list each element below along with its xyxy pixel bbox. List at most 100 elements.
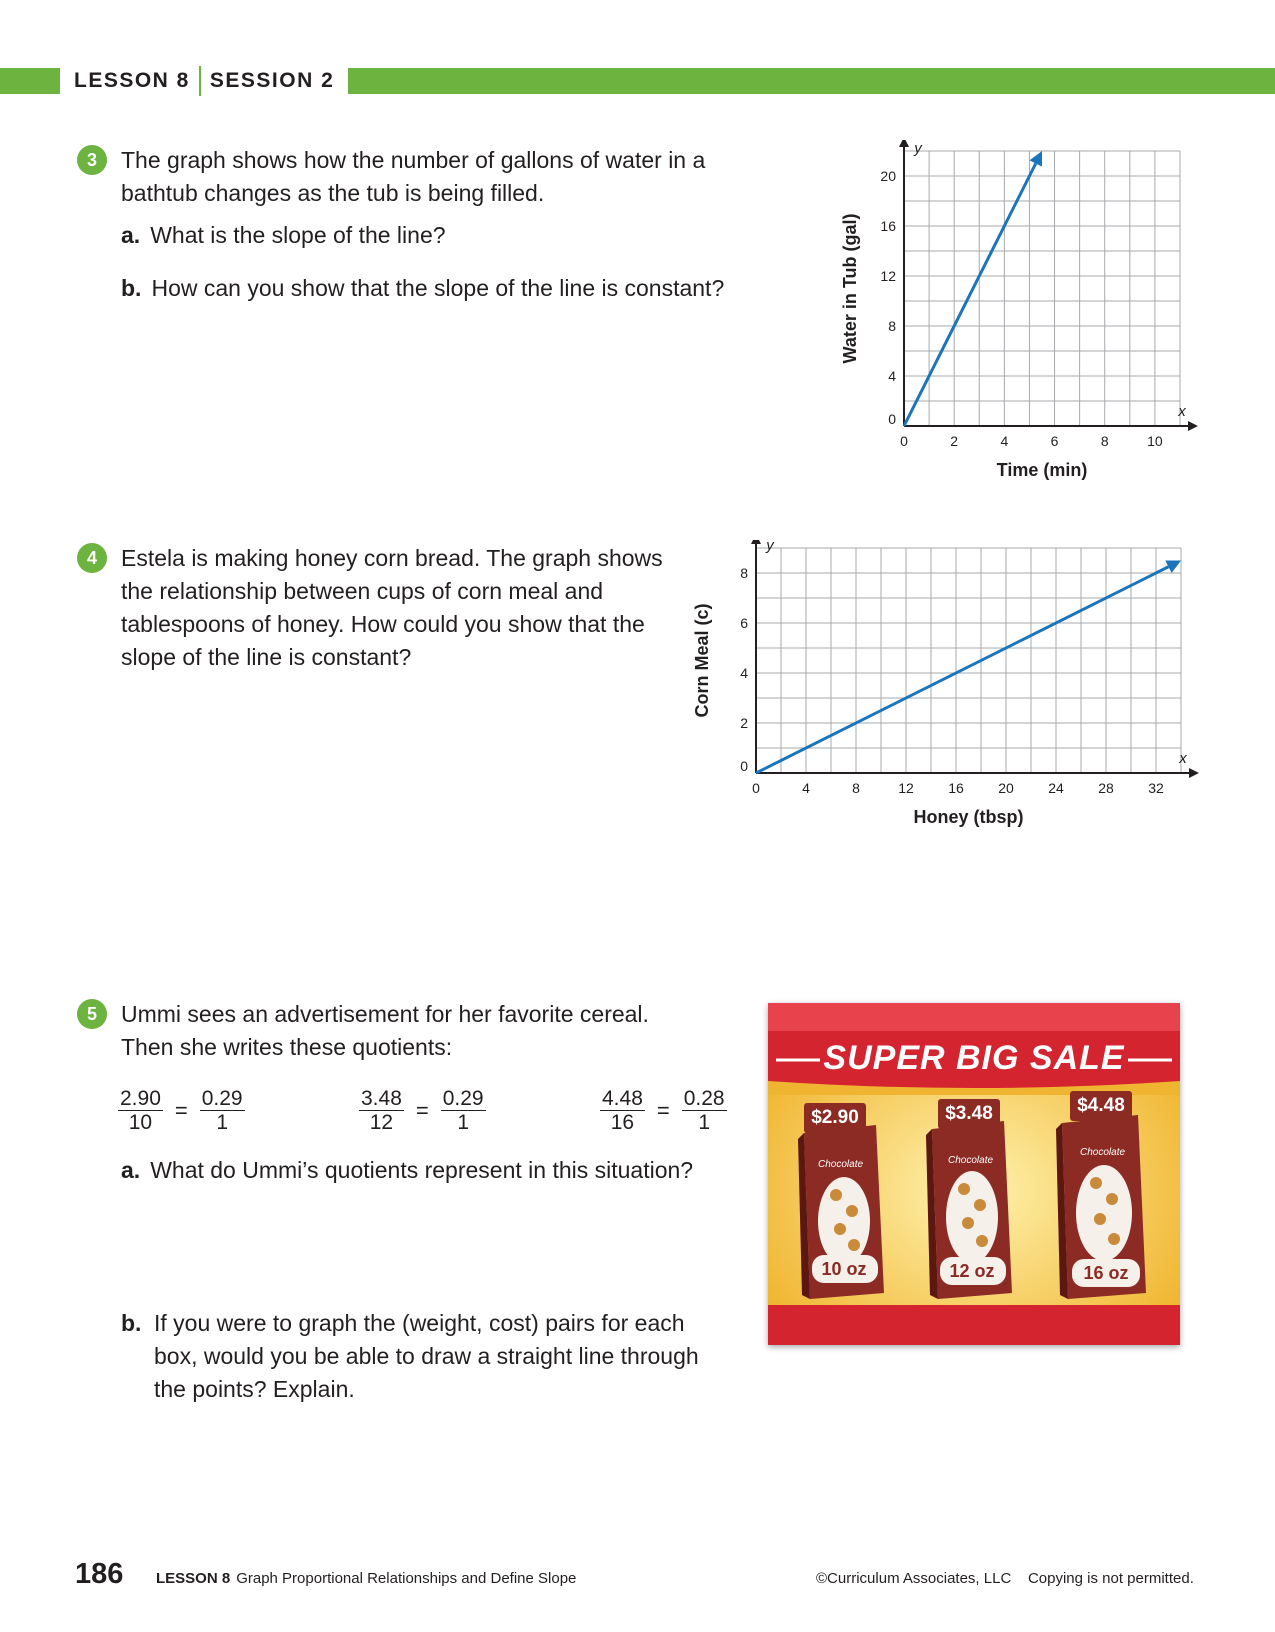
y-tick-label: 0 [888, 411, 896, 427]
equals-sign: = [174, 1097, 188, 1123]
quotient-1-denominator-2: 1 [216, 1111, 229, 1134]
cereal-box-icon [1056, 1115, 1146, 1299]
footer-lesson: LESSON 8 Graph Proportional Relationships… [156, 1570, 576, 1587]
y-tick-label: 6 [740, 615, 748, 631]
question-4-text: Estela is making honey corn bread. The g… [121, 545, 663, 670]
question-5a: a. What do Ummi’s quotients represent in … [121, 1154, 741, 1187]
data-line [755, 565, 1170, 775]
quotient-2-numerator-1: 3.48 [359, 1087, 404, 1111]
quotient-3-denominator-2: 1 [698, 1111, 711, 1134]
session-label: SESSION 2 [209, 69, 335, 92]
x-tick-label: 16 [948, 780, 964, 796]
quotient-1-numerator-2: 0.29 [199, 1087, 245, 1111]
y-axis-letter: y [913, 140, 923, 157]
x-axis-letter: x [1178, 750, 1187, 767]
flavor-label-1: Chocolate [818, 1159, 864, 1170]
flavor-label-3: Chocolate [1080, 1147, 1126, 1158]
quotient-2-denominator-2: 1 [457, 1111, 470, 1134]
quotient-3-denominator-1: 16 [610, 1111, 635, 1134]
x-tick-label: 4 [1000, 433, 1008, 449]
x-tick-label: 2 [950, 433, 958, 449]
y-tick-label: 4 [888, 368, 896, 384]
data-line-arrow [1165, 560, 1181, 574]
y-axis-letter: y [765, 540, 775, 554]
header-divider [198, 66, 201, 97]
question-5a-label: a. [121, 1157, 141, 1183]
x-tick-label: 8 [1101, 433, 1109, 449]
x-tick-label: 12 [898, 780, 914, 796]
question-5b-label: b. [121, 1310, 142, 1336]
price-tag-1: $2.90 [804, 1103, 866, 1133]
quotient-3-numerator-1: 4.48 [600, 1087, 645, 1111]
cereal-box-icon [926, 1121, 1012, 1299]
quotient-2: 3.48 12 = 0.29 1 [359, 1087, 486, 1134]
price-tag-3: $4.48 [1070, 1091, 1132, 1121]
question-3b-label: b. [121, 275, 142, 301]
quotient-2-denominator-1: 12 [369, 1111, 394, 1134]
quotient-1: 2.90 10 = 0.29 1 [118, 1087, 245, 1134]
page-number: 186 [75, 1558, 124, 1590]
cereal-box-2: $3.48 Chocolate 12 oz [924, 1093, 1016, 1303]
x-axis-arrow [1188, 421, 1198, 431]
data-line-arrow [1029, 151, 1042, 167]
cereal-box-icon [798, 1125, 884, 1299]
y-tick-label: 0 [740, 758, 748, 774]
y-tick-label: 4 [740, 665, 748, 681]
lesson-label: LESSON 8 [74, 69, 190, 92]
quotient-2-numerator-2: 0.29 [440, 1087, 486, 1111]
x-tick-label: 6 [1051, 433, 1059, 449]
footer-lesson-title: Graph Proportional Relationships and Def… [236, 1570, 577, 1587]
question-3b: b. How can you show that the slope of the… [121, 272, 761, 305]
y-tick-label: 16 [880, 218, 896, 234]
y-axis-arrow [899, 140, 909, 147]
y-axis-title: Water in Tub (gal) [840, 214, 860, 364]
y-tick-label: 8 [740, 565, 748, 581]
question-4-number: 4 [77, 543, 107, 573]
cereal-sale-advertisement: SUPER BIG SALE $2.90 Chocolate 10 oz $3.… [768, 1003, 1180, 1345]
question-3a-label: a. [121, 222, 141, 248]
quotient-1-denominator-1: 10 [128, 1111, 153, 1134]
cereal-box-3: $4.48 Chocolate 16 oz [1054, 1089, 1150, 1303]
x-axis-letter: x [1177, 403, 1186, 420]
bathtub-chart: 0 2 4 6 8 10 0 4 8 12 16 20 x y Time (min) Water in Tub… [840, 140, 1198, 480]
y-axis-arrow [751, 540, 761, 544]
question-3a: a. What is the slope of the line? [121, 219, 761, 252]
quotient-3-numerator-2: 0.28 [681, 1087, 727, 1111]
footer-copyright: ©Curriculum Associates, LLC Copying is n… [816, 1570, 1194, 1587]
x-axis-arrow [1189, 768, 1199, 778]
data-line [902, 162, 1038, 427]
x-tick-label: 10 [1147, 433, 1163, 449]
weight-label-1: 10 oz [821, 1259, 867, 1279]
question-3-text: The graph shows how the number of gallon… [121, 147, 706, 206]
x-tick-label: 4 [802, 780, 810, 796]
question-5a-text: What do Ummi’s quotients represent in th… [150, 1157, 694, 1183]
equals-sign: = [415, 1097, 429, 1123]
question-3-number: 3 [77, 145, 107, 175]
x-axis-title: Honey (tbsp) [914, 807, 1024, 827]
x-tick-label: 28 [1098, 780, 1114, 796]
quotient-1-numerator-1: 2.90 [118, 1087, 163, 1111]
x-tick-label: 24 [1048, 780, 1064, 796]
question-3a-text: What is the slope of the line? [150, 222, 446, 248]
question-3b-text: How can you show that the slope of the l… [151, 275, 725, 301]
equals-sign: = [656, 1097, 670, 1123]
y-tick-label: 8 [888, 318, 896, 334]
x-tick-label: 0 [900, 433, 908, 449]
y-tick-label: 12 [880, 268, 896, 284]
price-tag-2: $3.48 [938, 1099, 1000, 1129]
x-tick-label: 20 [998, 780, 1014, 796]
x-tick-label: 32 [1148, 780, 1164, 796]
weight-label-2: 12 oz [949, 1261, 995, 1281]
weight-label-3: 16 oz [1083, 1263, 1129, 1283]
x-tick-label: 0 [752, 780, 760, 796]
question-5-text: Ummi sees an advertisement for her favor… [121, 1001, 649, 1060]
question-5b: b. If you were to graph the (weight, cos… [121, 1307, 741, 1406]
quotient-3: 4.48 16 = 0.28 1 [600, 1087, 727, 1134]
x-axis-title: Time (min) [997, 460, 1088, 480]
footer-lesson-label: LESSON 8 [156, 1570, 231, 1587]
y-tick-label: 2 [740, 715, 748, 731]
y-tick-label: 20 [880, 168, 896, 184]
flavor-label-2: Chocolate [948, 1155, 994, 1166]
question-5b-text: If you were to graph the (weight, cost) … [154, 1310, 699, 1402]
